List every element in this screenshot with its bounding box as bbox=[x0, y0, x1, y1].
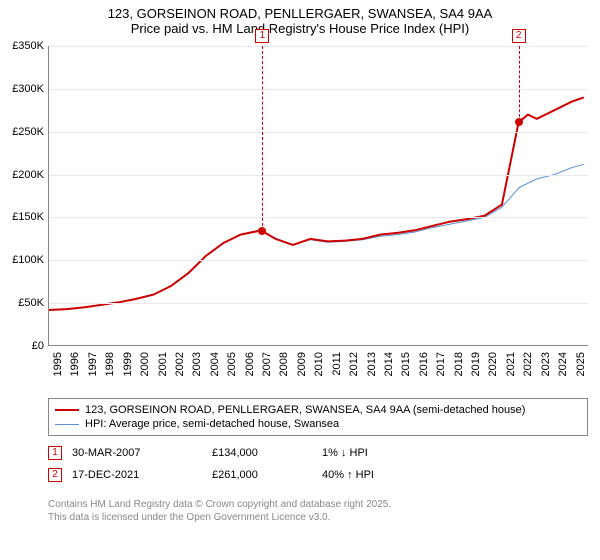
x-axis-label: 2003 bbox=[191, 352, 203, 376]
x-axis-label: 2008 bbox=[278, 352, 290, 376]
sale-dot bbox=[258, 227, 266, 235]
x-axis-label: 2009 bbox=[296, 352, 308, 376]
y-axis-label: £50K bbox=[0, 297, 44, 309]
sale-row: 1 30-MAR-2007 £134,000 1% ↓ HPI bbox=[48, 442, 588, 464]
gridline-h bbox=[49, 175, 588, 176]
sale-dot bbox=[515, 118, 523, 126]
x-axis-label: 1998 bbox=[104, 352, 116, 376]
x-axis-label: 2000 bbox=[139, 352, 151, 376]
x-axis-label: 2011 bbox=[331, 352, 343, 376]
x-axis-label: 2025 bbox=[575, 352, 587, 376]
x-axis-label: 2001 bbox=[157, 352, 169, 376]
y-axis-label: £200K bbox=[0, 169, 44, 181]
x-axis-label: 2018 bbox=[453, 352, 465, 376]
x-axis-label: 2019 bbox=[470, 352, 482, 376]
sale-row-marker: 1 bbox=[48, 446, 62, 460]
x-axis-label: 2015 bbox=[400, 352, 412, 376]
sale-pct-vs-hpi: 40% ↑ HPI bbox=[322, 469, 442, 481]
sales-table: 1 30-MAR-2007 £134,000 1% ↓ HPI 2 17-DEC-2021… bbox=[48, 442, 588, 486]
gridline-h bbox=[49, 217, 588, 218]
chart-lines-svg bbox=[49, 46, 589, 346]
sale-marker-line bbox=[262, 46, 263, 231]
footer-line1: Contains HM Land Registry data © Crown c… bbox=[48, 498, 588, 511]
y-axis-label: £350K bbox=[0, 40, 44, 52]
gridline-h bbox=[49, 260, 588, 261]
x-axis-label: 2002 bbox=[174, 352, 186, 376]
gridline-h bbox=[49, 89, 588, 90]
x-axis-label: 2022 bbox=[522, 352, 534, 376]
y-axis-label: £100K bbox=[0, 254, 44, 266]
series-line bbox=[49, 164, 584, 310]
sale-marker-box: 1 bbox=[255, 29, 269, 43]
sale-date: 30-MAR-2007 bbox=[72, 447, 202, 459]
x-axis-label: 2020 bbox=[487, 352, 499, 376]
sale-date: 17-DEC-2021 bbox=[72, 469, 202, 481]
legend-item: HPI: Average price, semi-detached house,… bbox=[55, 417, 581, 431]
x-axis-label: 2024 bbox=[557, 352, 569, 376]
x-axis-label: 2021 bbox=[505, 352, 517, 376]
plot-area: 12 bbox=[48, 46, 588, 346]
title-subtitle: Price paid vs. HM Land Registry's House … bbox=[10, 21, 590, 36]
chart-container: 123, GORSEINON ROAD, PENLLERGAER, SWANSE… bbox=[0, 0, 600, 560]
sale-price: £134,000 bbox=[212, 447, 312, 459]
x-axis-label: 2014 bbox=[383, 352, 395, 376]
sale-row-marker: 2 bbox=[48, 468, 62, 482]
series-line bbox=[49, 97, 584, 310]
sale-marker-line bbox=[519, 46, 520, 122]
sale-price: £261,000 bbox=[212, 469, 312, 481]
x-axis-label: 1997 bbox=[87, 352, 99, 376]
y-axis-label: £300K bbox=[0, 83, 44, 95]
legend-label: HPI: Average price, semi-detached house,… bbox=[85, 418, 339, 430]
legend-swatch bbox=[55, 424, 79, 425]
x-axis-label: 2005 bbox=[226, 352, 238, 376]
x-axis-label: 2010 bbox=[313, 352, 325, 376]
chart-area: 12 £0 £50K £100K £150K £200K £250K £300K £350K 1… bbox=[0, 42, 600, 392]
x-axis-label: 2017 bbox=[435, 352, 447, 376]
x-axis-label: 1995 bbox=[52, 352, 64, 376]
y-axis-label: £250K bbox=[0, 126, 44, 138]
y-axis-label: £0 bbox=[0, 340, 44, 352]
x-axis-label: 2006 bbox=[244, 352, 256, 376]
gridline-h bbox=[49, 132, 588, 133]
x-axis-label: 1999 bbox=[122, 352, 134, 376]
gridline-h bbox=[49, 46, 588, 47]
x-axis-label: 2004 bbox=[209, 352, 221, 376]
legend-swatch bbox=[55, 409, 79, 411]
gridline-h bbox=[49, 303, 588, 304]
footer-attribution: Contains HM Land Registry data © Crown c… bbox=[48, 498, 588, 524]
x-axis-label: 2007 bbox=[261, 352, 273, 376]
footer-line2: This data is licensed under the Open Gov… bbox=[48, 511, 588, 524]
title-address: 123, GORSEINON ROAD, PENLLERGAER, SWANSE… bbox=[10, 6, 590, 21]
x-axis-label: 2012 bbox=[348, 352, 360, 376]
x-axis-label: 1996 bbox=[69, 352, 81, 376]
legend: 123, GORSEINON ROAD, PENLLERGAER, SWANSE… bbox=[48, 398, 588, 436]
x-axis-label: 2013 bbox=[366, 352, 378, 376]
sale-pct-vs-hpi: 1% ↓ HPI bbox=[322, 447, 442, 459]
chart-title: 123, GORSEINON ROAD, PENLLERGAER, SWANSE… bbox=[0, 0, 600, 38]
legend-item: 123, GORSEINON ROAD, PENLLERGAER, SWANSE… bbox=[55, 403, 581, 417]
sale-marker-box: 2 bbox=[512, 29, 526, 43]
x-axis-label: 2016 bbox=[418, 352, 430, 376]
x-axis-label: 2023 bbox=[540, 352, 552, 376]
y-axis-label: £150K bbox=[0, 211, 44, 223]
legend-label: 123, GORSEINON ROAD, PENLLERGAER, SWANSE… bbox=[85, 404, 525, 416]
sale-row: 2 17-DEC-2021 £261,000 40% ↑ HPI bbox=[48, 464, 588, 486]
